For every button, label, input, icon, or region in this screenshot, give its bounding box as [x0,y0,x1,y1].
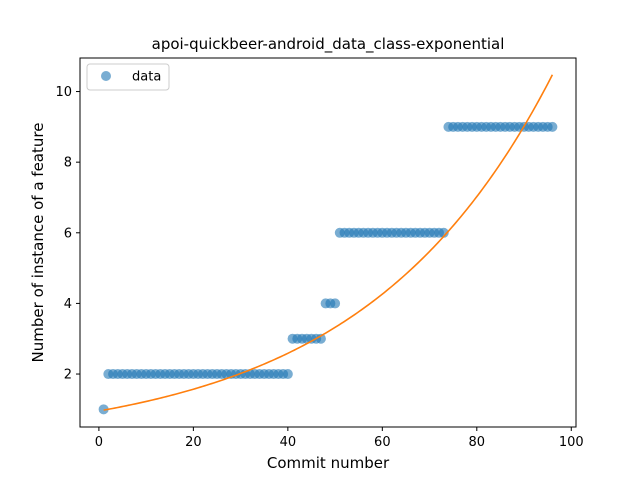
x-tick-label: 40 [280,435,297,450]
plot-frame [79,57,577,428]
x-tick-label: 0 [95,435,103,450]
x-axis-label: Commit number [267,454,390,472]
y-axis-label: Number of instance of a feature [29,123,47,363]
y-tick-label: 4 [64,297,72,312]
data-point [330,298,341,309]
plot-area [98,74,558,415]
chart-title: apoi-quickbeer-android_data_class-expone… [152,35,505,54]
data-point [315,333,326,344]
legend-label-data: data [132,70,161,85]
y-tick-label: 2 [64,368,72,383]
legend: data [86,63,170,91]
y-axis: 2 4 6 8 10 [55,85,80,383]
data-point [547,121,558,132]
fit-line [103,74,554,411]
x-tick-label: 80 [469,435,486,450]
data-point [438,227,449,238]
legend-marker-data [101,71,111,81]
x-tick-label: 60 [374,435,391,450]
data-point [282,369,293,380]
y-tick-label: 10 [55,85,72,100]
y-tick-label: 8 [64,156,72,171]
x-tick-label: 20 [185,435,202,450]
x-axis: 0 20 40 60 80 100 [95,427,584,450]
x-tick-label: 100 [559,435,584,450]
y-tick-label: 6 [64,226,72,241]
legend-box [86,63,170,91]
